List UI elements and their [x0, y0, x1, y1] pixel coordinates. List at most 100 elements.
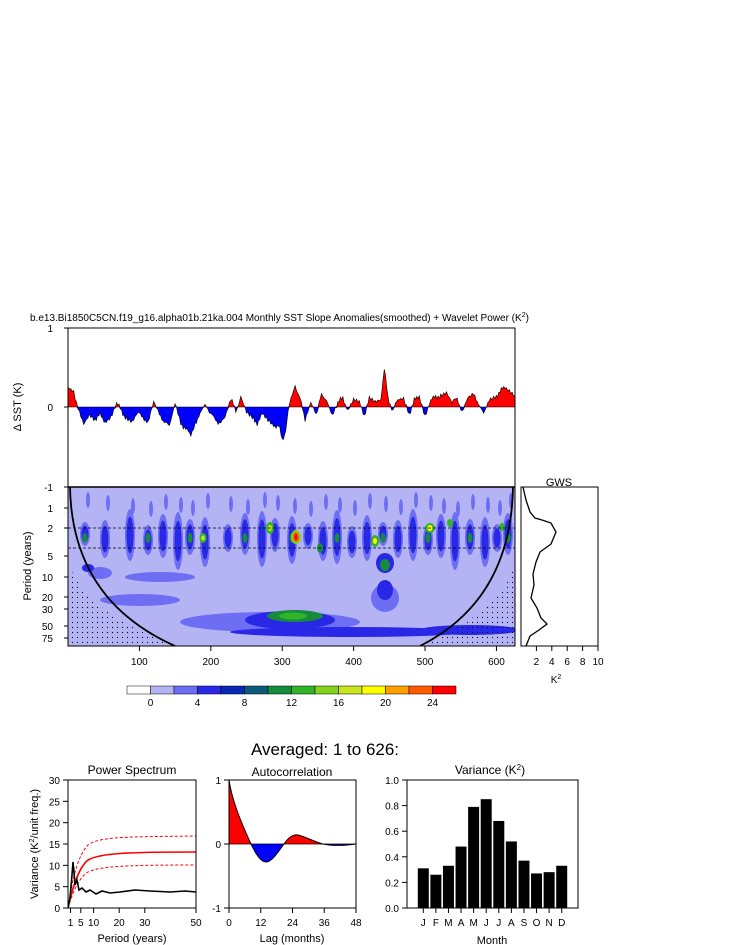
var-title: Variance (K2): [455, 763, 525, 777]
wavelet-power-blob: [88, 567, 112, 579]
variance-bar: [480, 799, 492, 908]
var-xtick-label: N: [546, 918, 553, 929]
wavelet-power-blob: [174, 520, 182, 562]
ps-red-lower: [68, 864, 196, 908]
ac-xtick-label: 0: [226, 918, 232, 929]
variance-bar: [493, 820, 505, 908]
ps-xtick-label: 20: [114, 918, 126, 929]
wavelet-ytick-label: 10: [42, 573, 54, 584]
var-xtick-label: F: [433, 918, 439, 929]
gws-xtick-label: 8: [580, 657, 586, 668]
wavelet-power-blob: [380, 533, 386, 543]
wavelet-power-blob: [384, 496, 388, 512]
wavelet-power-blob: [338, 497, 342, 513]
colorbar-swatch: [126, 685, 151, 695]
ps-xtick-label: 30: [139, 918, 151, 929]
var-xtick-label: O: [533, 918, 541, 929]
wavelet-power-blob: [467, 533, 473, 543]
wavelet-power-blob: [304, 526, 312, 546]
wavelet-power-blob: [126, 516, 134, 554]
wavelet-power-blob: [377, 580, 393, 600]
variance-bar: [455, 846, 467, 908]
var-xtick-label: J: [484, 918, 489, 929]
colorbar-swatch: [150, 685, 175, 695]
sst-line: [68, 369, 515, 440]
colorbar-swatch: [220, 685, 245, 695]
wavelet-power-blob: [498, 500, 502, 516]
variance-bar: [531, 873, 543, 908]
ac-xtick-label: 12: [255, 918, 267, 929]
ac-xlabel: Lag (months): [260, 933, 325, 945]
wavelet-power-blob: [100, 594, 180, 606]
wavelet-power-blob: [246, 499, 250, 515]
ac-positive-fill: [229, 780, 251, 844]
colorbar-label: 20: [380, 698, 392, 709]
var-xtick-label: J: [496, 918, 501, 929]
ps-ytick-label: 10: [49, 861, 61, 872]
gws-panel: GWS 2 4 6 8 10 K2: [520, 477, 604, 686]
wavelet-power-blob: [368, 493, 372, 509]
colorbar-label: 8: [242, 698, 248, 709]
wavelet-ytick-label: 5: [47, 552, 53, 563]
wavelet-power-blob: [125, 572, 195, 582]
sst-positive-area: [68, 369, 515, 407]
wavelet-ytick-label: 1: [47, 504, 53, 515]
gws-title: GWS: [546, 477, 572, 489]
ps-ytick-label: 30: [49, 776, 61, 787]
var-xtick-label: A: [508, 918, 515, 929]
wavelet-power-blob: [425, 533, 431, 543]
colorbar-swatch: [408, 685, 433, 695]
wavelet-power-blob: [394, 525, 402, 553]
ac-positive-fill-2: [284, 834, 323, 844]
colorbar: 0 4 8 12 16 20 24: [126, 685, 457, 709]
var-xtick-label: A: [458, 918, 465, 929]
wavelet-power-blob: [348, 530, 356, 554]
var-xtick-label: D: [558, 918, 565, 929]
wavelet-power-blob: [82, 533, 88, 543]
wavelet-power-blob: [229, 496, 233, 512]
ps-red-mid: [68, 851, 196, 908]
gws-xtick-label: 2: [534, 657, 540, 668]
var-ytick-label: 1.0: [385, 776, 399, 787]
ac-curve: [229, 780, 356, 863]
sst-ytick-label: 0: [47, 403, 53, 414]
colorbar-swatch: [385, 685, 410, 695]
ps-ytick-label: 5: [54, 883, 60, 894]
wavelet-power-blob: [279, 612, 307, 620]
gws-xtick-label: 4: [549, 657, 555, 668]
wavelet-power-blob: [373, 538, 377, 544]
wavelet-power-blob: [206, 493, 210, 509]
ps-ylabel: Variance (K2/unit freq.): [29, 789, 41, 899]
wavelet-power-blob: [179, 497, 183, 513]
wavelet-power-blob: [409, 516, 417, 554]
var-ytick-label: 0.0: [385, 904, 399, 915]
ac-xtick-label: 36: [319, 918, 331, 929]
variance-bar: [505, 841, 517, 908]
colorbar-swatch: [361, 685, 386, 695]
variance-panel: Variance (K2) J F M A M J J A S O N D0.00.20.40.60.…: [385, 763, 579, 945]
wavelet-xtick-label: 200: [202, 657, 219, 668]
wavelet-power-blob: [242, 533, 248, 543]
ac-xtick-label: 24: [287, 918, 299, 929]
colorbar-label: 0: [148, 698, 154, 709]
variance-bar: [556, 865, 568, 908]
wavelet-power-blob: [334, 533, 340, 543]
main-title: b.e13.Bi1850C5CN.f19_g16.alpha01b.21ka.0…: [30, 312, 529, 324]
var-xtick-label: S: [521, 918, 528, 929]
wavelet-power-blob: [230, 627, 470, 637]
wavelet-power-blob: [481, 524, 489, 560]
colorbar-label: 4: [195, 698, 201, 709]
wavelet-power-blob: [149, 501, 153, 517]
wavelet-power-blob: [224, 528, 232, 548]
wavelet-power-blob: [170, 586, 410, 614]
wavelet-power-blob: [324, 494, 328, 510]
wavelet-power-blob: [451, 520, 459, 562]
variance-bar: [468, 806, 480, 908]
var-ytick-label: 0.2: [385, 878, 399, 889]
wavelet-xtick-label: 500: [417, 657, 434, 668]
sst-ytick-label: 1: [47, 324, 53, 335]
wavelet-power-blob: [309, 501, 313, 517]
ps-ytick-label: 25: [49, 797, 61, 808]
wavelet-power-blob: [414, 492, 418, 508]
